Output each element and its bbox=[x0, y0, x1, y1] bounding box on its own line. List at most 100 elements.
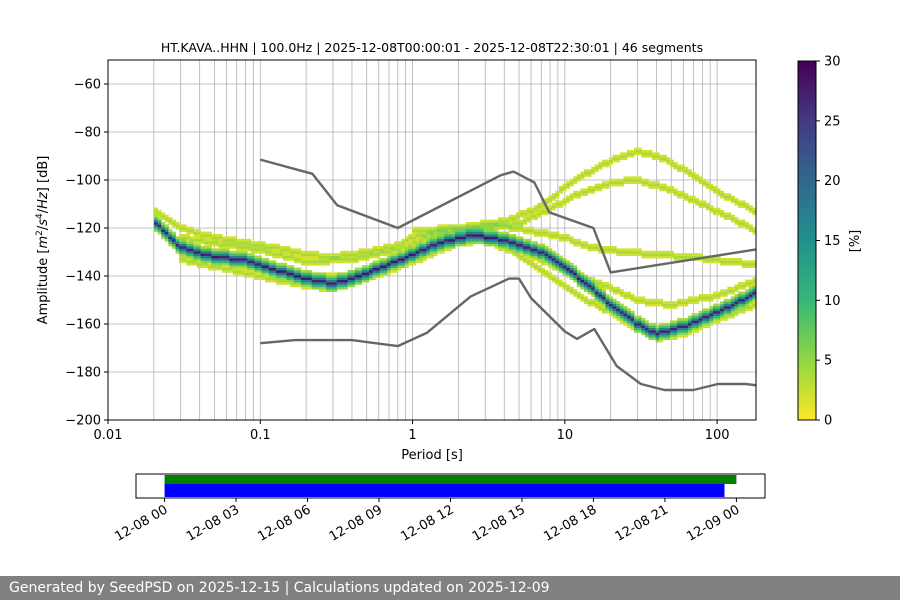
psd-cell bbox=[293, 270, 298, 273]
psd-cell bbox=[720, 260, 725, 264]
psd-cell bbox=[634, 315, 639, 319]
psd-cell bbox=[548, 198, 553, 201]
psd-cell bbox=[161, 217, 166, 220]
psd-cell bbox=[652, 255, 657, 259]
psd-cell bbox=[716, 306, 721, 309]
psd-cell bbox=[214, 265, 219, 268]
y-label-part: / bbox=[36, 208, 51, 213]
psd-cell bbox=[662, 159, 667, 163]
psd-cell bbox=[677, 330, 682, 333]
psd-cell bbox=[562, 262, 567, 266]
colorbar-tick-label: 5 bbox=[824, 354, 832, 369]
psd-cell bbox=[623, 318, 628, 321]
psd-cell bbox=[716, 188, 721, 192]
psd-cell bbox=[182, 226, 187, 230]
psd-cell bbox=[390, 255, 395, 259]
psd-cell bbox=[580, 294, 585, 297]
psd-cell bbox=[576, 277, 581, 280]
psd-cell bbox=[591, 291, 596, 295]
psd-cell bbox=[702, 315, 707, 319]
psd-cell bbox=[204, 231, 209, 235]
psd-cell bbox=[677, 195, 682, 199]
psd-cell bbox=[490, 241, 495, 244]
psd-cell bbox=[698, 320, 703, 324]
psd-cell bbox=[691, 322, 696, 326]
psd-cell bbox=[641, 255, 646, 259]
colorbar-tick-label: 20 bbox=[824, 174, 841, 189]
psd-cell bbox=[440, 238, 445, 242]
psd-cell bbox=[512, 222, 517, 225]
psd-cell bbox=[333, 277, 338, 280]
psd-cell bbox=[526, 262, 531, 266]
psd-cell bbox=[394, 255, 399, 259]
psd-cell bbox=[723, 310, 728, 314]
psd-cell bbox=[225, 265, 230, 268]
psd-cell bbox=[422, 258, 427, 261]
psd-cell bbox=[214, 260, 219, 264]
psd-cell bbox=[515, 248, 520, 252]
psd-cell bbox=[386, 260, 391, 264]
psd-cell bbox=[648, 332, 653, 336]
psd-cell bbox=[627, 313, 631, 316]
psd-cell bbox=[254, 243, 259, 247]
psd-cell bbox=[705, 315, 710, 319]
psd-cell bbox=[365, 279, 370, 283]
psd-cell bbox=[372, 267, 377, 271]
psd-cell bbox=[515, 253, 520, 256]
psd-cell bbox=[204, 236, 209, 240]
psd-cell bbox=[225, 258, 230, 261]
psd-cell bbox=[587, 286, 592, 290]
psd-cell bbox=[687, 253, 692, 256]
psd-cell bbox=[240, 260, 245, 264]
psd-cell bbox=[612, 298, 617, 302]
psd-cell bbox=[605, 282, 610, 285]
psd-cell bbox=[218, 262, 223, 266]
psd-cell bbox=[318, 282, 323, 285]
psd-cell bbox=[300, 270, 305, 273]
psd-cell bbox=[437, 226, 442, 230]
psd-cell bbox=[526, 231, 531, 235]
psd-cell bbox=[369, 253, 374, 256]
psd-cell bbox=[250, 272, 255, 276]
psd-cell bbox=[268, 260, 273, 264]
psd-cell bbox=[272, 270, 277, 273]
psd-cell bbox=[480, 238, 485, 242]
psd-cell bbox=[333, 284, 338, 288]
psd-cell bbox=[591, 301, 596, 304]
psd-cell bbox=[666, 253, 671, 256]
psd-cell bbox=[193, 250, 198, 254]
psd-cell bbox=[709, 306, 714, 309]
psd-cell bbox=[472, 224, 477, 228]
psd-cell bbox=[591, 166, 596, 170]
psd-cell bbox=[623, 248, 628, 252]
psd-cell bbox=[279, 265, 284, 268]
psd-cell bbox=[157, 229, 162, 232]
psd-cell bbox=[691, 174, 696, 177]
psd-cell bbox=[555, 260, 560, 264]
psd-cell bbox=[716, 320, 721, 324]
psd-cell bbox=[691, 253, 696, 256]
psd-cell bbox=[523, 246, 528, 249]
psd-cell bbox=[261, 267, 266, 271]
psd-cell bbox=[322, 262, 327, 266]
psd-cell bbox=[343, 274, 348, 278]
psd-cell bbox=[336, 255, 341, 259]
psd-cell bbox=[265, 267, 270, 271]
psd-cell bbox=[222, 238, 227, 242]
psd-cell bbox=[354, 267, 359, 271]
psd-cell bbox=[304, 277, 309, 280]
psd-cell bbox=[329, 255, 334, 259]
psd-cell bbox=[515, 217, 520, 220]
psd-cell bbox=[308, 284, 313, 288]
psd-cell bbox=[501, 248, 506, 252]
psd-cell bbox=[659, 250, 664, 254]
psd-cell bbox=[247, 248, 252, 252]
psd-cell bbox=[207, 260, 212, 264]
psd-cell bbox=[702, 200, 707, 204]
psd-cell bbox=[580, 279, 585, 283]
psd-cell bbox=[752, 212, 756, 216]
psd-cell bbox=[426, 253, 431, 256]
psd-cell bbox=[297, 258, 302, 261]
psd-cell bbox=[354, 279, 359, 283]
psd-cell bbox=[619, 183, 624, 187]
